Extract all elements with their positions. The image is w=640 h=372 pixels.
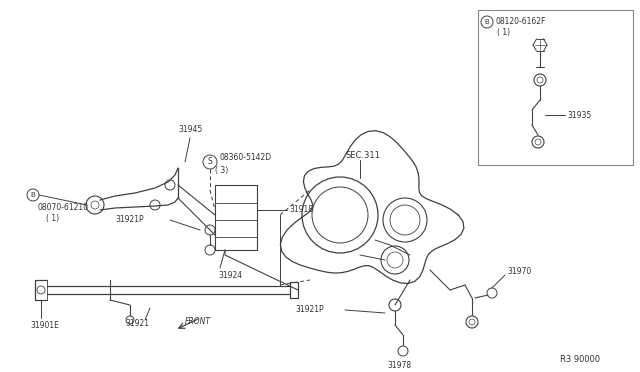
- Text: 31970: 31970: [507, 267, 531, 276]
- Text: S: S: [207, 157, 212, 167]
- Text: B: B: [484, 19, 490, 25]
- Text: 31921P: 31921P: [295, 305, 324, 314]
- Text: ( 1): ( 1): [46, 214, 59, 222]
- Text: 08070-61210: 08070-61210: [38, 202, 89, 212]
- Text: 31945: 31945: [178, 125, 202, 135]
- Text: ( 3): ( 3): [215, 167, 228, 176]
- Text: 31901E: 31901E: [30, 321, 59, 330]
- Text: ( 1): ( 1): [497, 28, 510, 36]
- Text: B: B: [31, 192, 35, 198]
- Text: R3 90000: R3 90000: [560, 356, 600, 365]
- Bar: [478, 10, 633, 165]
- Text: SEC.311: SEC.311: [345, 151, 380, 160]
- Text: FRONT: FRONT: [185, 317, 211, 327]
- Text: 08360-5142D: 08360-5142D: [219, 154, 271, 163]
- Text: 31921: 31921: [125, 320, 149, 328]
- Text: 31918: 31918: [289, 205, 313, 215]
- Text: 31978: 31978: [387, 360, 411, 369]
- Text: 31921P: 31921P: [115, 215, 143, 224]
- Text: 31924: 31924: [218, 270, 242, 279]
- Text: 08120-6162F: 08120-6162F: [495, 17, 545, 26]
- Text: 31935: 31935: [567, 110, 591, 119]
